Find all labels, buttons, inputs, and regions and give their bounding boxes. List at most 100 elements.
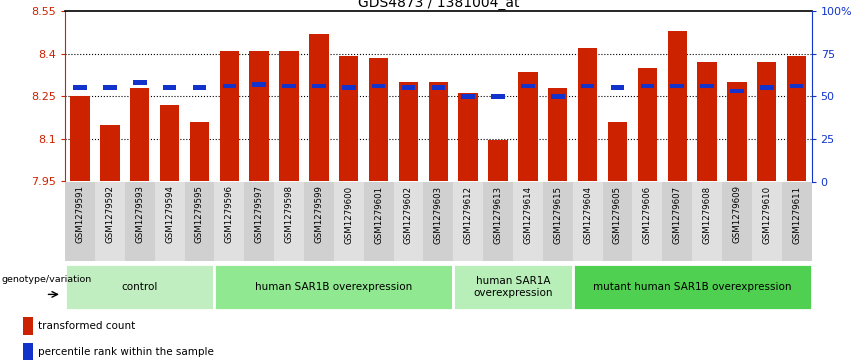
Text: GSM1279594: GSM1279594: [165, 185, 174, 244]
Bar: [641, 83, 654, 88]
Bar: [542, 182, 573, 261]
Bar: [193, 85, 207, 90]
Text: GSM1279591: GSM1279591: [76, 185, 84, 244]
Bar: [700, 83, 713, 88]
Bar: [130, 87, 149, 182]
Text: GSM1279602: GSM1279602: [404, 185, 413, 244]
Text: GSM1279615: GSM1279615: [553, 185, 562, 244]
Text: GSM1279599: GSM1279599: [314, 185, 324, 243]
Bar: [790, 83, 804, 88]
Bar: [670, 83, 684, 88]
Text: GSM1279605: GSM1279605: [613, 185, 622, 244]
Text: GSM1279600: GSM1279600: [345, 185, 353, 244]
Bar: [760, 85, 773, 90]
Bar: [23, 317, 33, 335]
Bar: [730, 89, 744, 93]
Bar: [214, 182, 244, 261]
Bar: [752, 182, 782, 261]
Bar: [244, 182, 274, 261]
Bar: [453, 182, 483, 261]
Bar: [309, 34, 329, 182]
Text: GSM1279597: GSM1279597: [254, 185, 264, 244]
Bar: [727, 82, 746, 182]
Bar: [551, 94, 564, 99]
Bar: [667, 31, 687, 182]
FancyBboxPatch shape: [453, 264, 573, 310]
Bar: [312, 83, 326, 88]
Title: GDS4873 / 1381004_at: GDS4873 / 1381004_at: [358, 0, 519, 10]
Text: transformed count: transformed count: [38, 321, 135, 331]
Bar: [133, 80, 147, 85]
Bar: [518, 72, 537, 182]
Bar: [548, 87, 568, 182]
Text: GSM1279611: GSM1279611: [792, 185, 801, 244]
Bar: [103, 85, 116, 90]
Bar: [578, 48, 597, 182]
Bar: [339, 56, 358, 182]
FancyBboxPatch shape: [214, 264, 453, 310]
Bar: [782, 182, 812, 261]
Bar: [429, 82, 448, 182]
Text: GSM1279593: GSM1279593: [135, 185, 144, 244]
Text: GSM1279595: GSM1279595: [195, 185, 204, 244]
Bar: [602, 182, 633, 261]
Bar: [70, 96, 89, 182]
Bar: [23, 343, 33, 360]
Bar: [100, 125, 120, 182]
Bar: [304, 182, 334, 261]
Bar: [787, 56, 806, 182]
Text: GSM1279608: GSM1279608: [702, 185, 712, 244]
Text: GSM1279614: GSM1279614: [523, 185, 532, 244]
Text: GSM1279612: GSM1279612: [464, 185, 473, 244]
Bar: [372, 83, 385, 88]
Text: control: control: [122, 282, 158, 292]
Text: GSM1279606: GSM1279606: [643, 185, 652, 244]
Text: GSM1279596: GSM1279596: [225, 185, 233, 244]
Bar: [722, 182, 752, 261]
Text: mutant human SAR1B overexpression: mutant human SAR1B overexpression: [593, 282, 792, 292]
Bar: [279, 51, 299, 182]
Bar: [489, 140, 508, 182]
Bar: [581, 83, 595, 88]
Bar: [220, 51, 239, 182]
Bar: [65, 182, 95, 261]
Text: GSM1279607: GSM1279607: [673, 185, 681, 244]
Bar: [334, 182, 364, 261]
Bar: [491, 94, 505, 99]
Text: GSM1279603: GSM1279603: [434, 185, 443, 244]
Bar: [521, 83, 535, 88]
Text: GSM1279604: GSM1279604: [583, 185, 592, 244]
Bar: [424, 182, 453, 261]
Bar: [402, 85, 415, 90]
Bar: [573, 182, 602, 261]
Bar: [369, 58, 388, 182]
Text: GSM1279601: GSM1279601: [374, 185, 383, 244]
Bar: [163, 85, 176, 90]
Bar: [662, 182, 692, 261]
Bar: [393, 182, 424, 261]
Bar: [342, 85, 356, 90]
Bar: [364, 182, 393, 261]
Bar: [483, 182, 513, 261]
Bar: [692, 182, 722, 261]
Bar: [458, 93, 478, 182]
Text: human SAR1A
overexpression: human SAR1A overexpression: [473, 276, 553, 298]
Bar: [431, 85, 445, 90]
Bar: [185, 182, 214, 261]
Bar: [638, 68, 657, 182]
Bar: [697, 62, 717, 182]
FancyBboxPatch shape: [65, 264, 214, 310]
Bar: [513, 182, 542, 261]
Text: GSM1279598: GSM1279598: [285, 185, 293, 244]
Bar: [611, 85, 624, 90]
Text: human SAR1B overexpression: human SAR1B overexpression: [255, 282, 412, 292]
Bar: [462, 94, 475, 99]
Text: GSM1279613: GSM1279613: [494, 185, 503, 244]
Text: GSM1279592: GSM1279592: [105, 185, 115, 244]
Bar: [125, 182, 155, 261]
Text: percentile rank within the sample: percentile rank within the sample: [38, 347, 214, 357]
Bar: [155, 182, 185, 261]
Bar: [222, 83, 236, 88]
Text: GSM1279610: GSM1279610: [762, 185, 772, 244]
Bar: [160, 105, 180, 182]
